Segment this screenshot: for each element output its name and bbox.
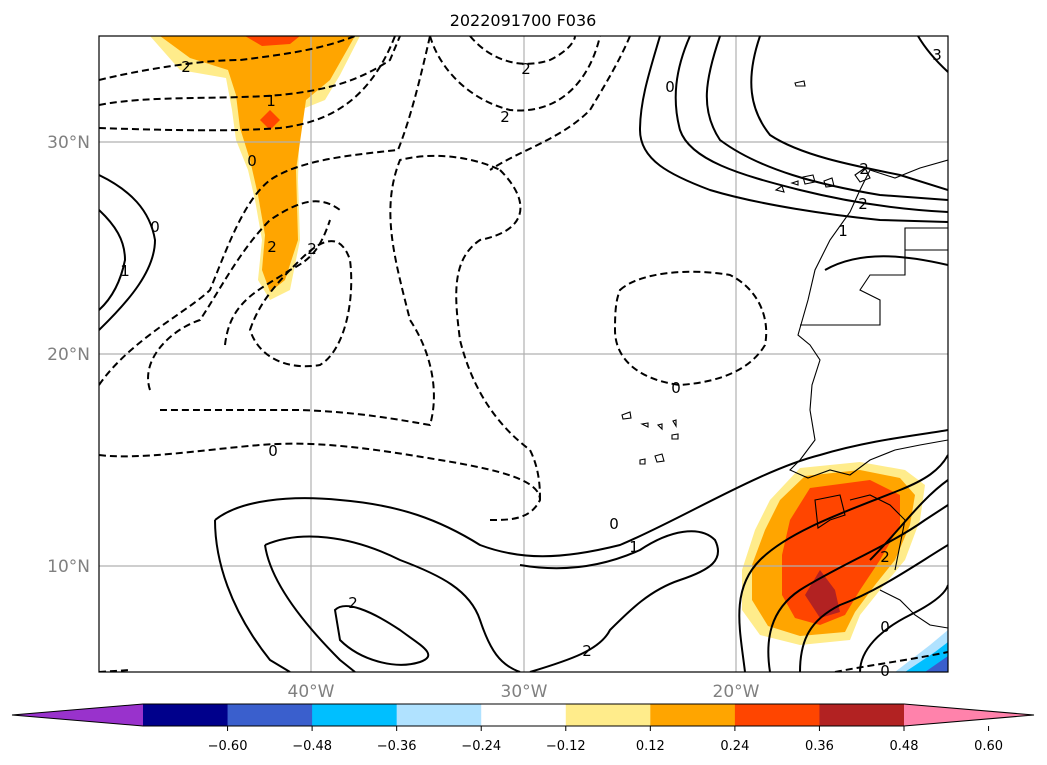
colorbar-segment	[565, 704, 651, 726]
contour-label: 0	[247, 152, 257, 170]
lat-label-30n: 30°N	[47, 133, 90, 153]
colorbar-tick-label: 0.60	[974, 739, 1003, 754]
lon-label-30w: 30°W	[501, 682, 548, 702]
contour-label: 0	[880, 618, 890, 636]
coastlines	[621, 80, 948, 629]
colorbar-segment	[143, 704, 229, 726]
colorbar-tick-label: 0.12	[636, 739, 665, 754]
colorbar-segment	[819, 704, 905, 726]
contour-label: 0	[665, 78, 675, 96]
colorbar-tick-label: −0.36	[377, 739, 417, 754]
map-panel: 2 2 2 1 0 0 1 2 2 0 0 2 2 0 0 1 2 2 1 2 …	[98, 35, 949, 680]
contour-label: 2	[307, 240, 317, 258]
contour-label: 1	[629, 538, 639, 556]
contour-label: 2	[880, 548, 890, 566]
colorbar-tick-label: −0.12	[546, 739, 586, 754]
dashed-contours	[99, 36, 948, 672]
contour-label: 2	[858, 195, 868, 213]
lat-label-10n: 10°N	[47, 557, 90, 577]
contour-label: 1	[120, 262, 130, 280]
colorbar-segment	[312, 704, 398, 726]
plot-title: 2022091700 F036	[450, 11, 597, 30]
colorbar-tick-label: −0.24	[461, 739, 501, 754]
contour-label: 3	[932, 46, 942, 64]
colorbar-extend-max	[904, 704, 1034, 726]
contour-label: 0	[880, 662, 890, 680]
colorbar-outline	[11, 703, 1035, 727]
colorbar-tick-label: −0.48	[292, 739, 332, 754]
solid-contours	[99, 36, 948, 672]
lon-label-20w: 20°W	[713, 682, 760, 702]
colorbar-tick-label: 0.36	[805, 739, 834, 754]
colorbar-segment	[227, 704, 313, 726]
shaded-field-northwest	[150, 36, 360, 300]
longitude-labels: 40°W 30°W 20°W	[288, 682, 760, 702]
contour-label: 2	[500, 108, 510, 126]
colorbar-segment	[481, 704, 567, 726]
colorbar-segment	[396, 704, 482, 726]
contour-label: 0	[268, 442, 278, 460]
contour-label: 0	[609, 515, 619, 533]
contour-label: 2	[348, 594, 358, 612]
latitude-labels: 30°N 20°N 10°N	[47, 133, 90, 577]
contour-labels: 2 2 2 1 0 0 1 2 2 0 0 2 2 0 0 1 2 2 1 2 …	[120, 46, 942, 680]
colorbar: −0.60 −0.48 −0.36 −0.24 −0.12 0.12 0.24 0.36 0.4…	[11, 703, 1035, 754]
contour-label: 2	[267, 238, 277, 256]
contour-label: 0	[150, 218, 160, 236]
contour-label: 2	[521, 60, 531, 78]
colorbar-segment	[650, 704, 736, 726]
lon-label-40w: 40°W	[288, 682, 335, 702]
contour-label: 2	[859, 160, 869, 178]
contour-label: 2	[582, 642, 592, 660]
contour-label: 2	[181, 58, 191, 76]
colorbar-tick-label: 0.24	[720, 739, 749, 754]
lat-label-20n: 20°N	[47, 345, 90, 365]
colorbar-extend-min	[12, 704, 143, 726]
map-frame	[98, 35, 949, 673]
contour-label: 0	[671, 379, 681, 397]
colorbar-tick-label: 0.48	[890, 739, 919, 754]
shaded-field-corner-negative	[895, 630, 948, 672]
colorbar-tick-label: −0.60	[208, 739, 248, 754]
colorbar-segment	[734, 704, 820, 726]
contour-label: 1	[266, 92, 276, 110]
contour-label: 1	[838, 222, 848, 240]
